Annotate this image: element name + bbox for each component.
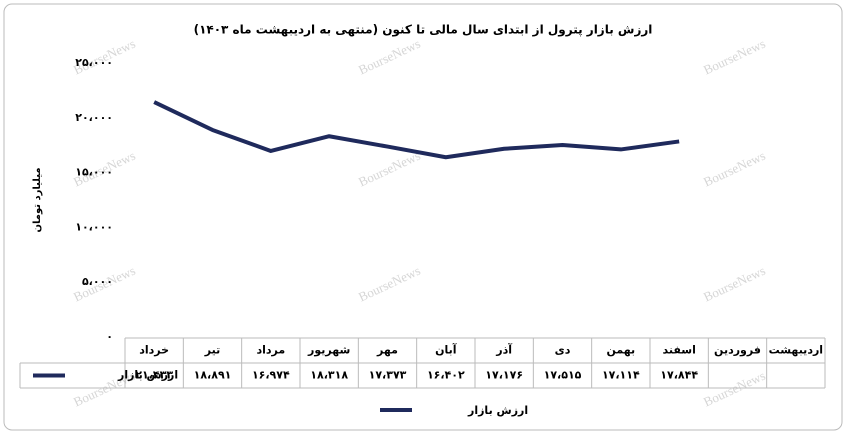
data-table-value: ۱۶،۴۰۲ bbox=[427, 369, 465, 382]
y-tick-label: ۱۵،۰۰۰ bbox=[75, 166, 113, 179]
x-tick-label: آبان bbox=[435, 343, 457, 357]
data-table-value: ۱۷،۵۱۵ bbox=[544, 369, 582, 382]
data-table-value: ۱۸،۳۱۸ bbox=[310, 369, 348, 382]
y-tick-label: ۵،۰۰۰ bbox=[82, 275, 113, 288]
x-tick-label: دی bbox=[555, 344, 571, 357]
data-table-value: ۱۶،۹۷۴ bbox=[252, 369, 290, 382]
data-table-value: ۱۷،۳۷۳ bbox=[369, 369, 407, 382]
y-axis-label: میلیارد تومان bbox=[32, 167, 43, 232]
data-table-value: ۱۷،۸۴۴ bbox=[660, 369, 698, 382]
legend-label: ارزش بازار bbox=[117, 369, 178, 382]
x-tick-label: بهمن bbox=[606, 344, 635, 357]
x-tick-label: تیر bbox=[204, 344, 220, 357]
x-tick-label: مهر bbox=[376, 344, 398, 357]
x-tick-label: اردیبهشت bbox=[769, 344, 823, 357]
x-tick-label: مرداد bbox=[256, 344, 285, 357]
x-tick-label: آذر bbox=[495, 343, 512, 357]
y-tick-label: ۰ bbox=[106, 330, 113, 343]
chart-title: ارزش بازار پترول از ابتدای سال مالی تا ک… bbox=[194, 23, 653, 38]
x-tick-label: خرداد bbox=[139, 344, 169, 357]
x-tick-label: اسفند bbox=[662, 344, 695, 357]
data-table-value: ۱۷،۱۱۴ bbox=[602, 369, 640, 382]
y-tick-label: ۲۵،۰۰۰ bbox=[75, 56, 113, 69]
line-series bbox=[153, 100, 680, 160]
chart-border bbox=[3, 3, 843, 431]
x-tick-label: شهریور bbox=[307, 344, 350, 357]
legend-label: ارزش بازار bbox=[467, 404, 528, 417]
x-tick-label: فروردین bbox=[714, 344, 761, 357]
y-tick-label: ۲۰،۰۰۰ bbox=[75, 111, 113, 124]
data-table-value: ۱۷،۱۷۶ bbox=[485, 369, 523, 382]
data-table-value: ۱۸،۸۹۱ bbox=[194, 369, 232, 382]
y-tick-label: ۱۰،۰۰۰ bbox=[75, 220, 113, 233]
data-table-value: ۲۱،۴۳۳ bbox=[135, 369, 173, 382]
